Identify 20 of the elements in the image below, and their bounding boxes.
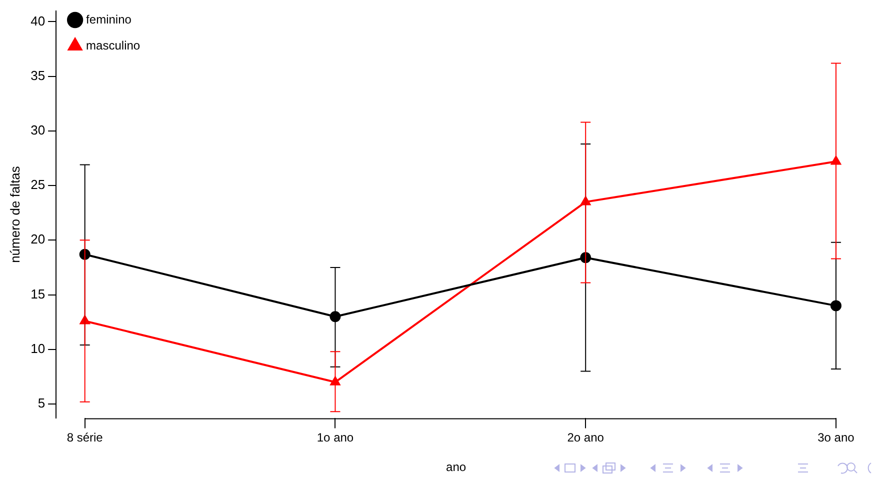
y-tick-label: 40: [30, 13, 46, 28]
x-tick-label: 2o ano: [567, 430, 604, 445]
y-tick-label: 5: [38, 396, 46, 411]
y-tick-label: 30: [30, 122, 46, 138]
x-tick-label: 1o ano: [316, 430, 354, 445]
x-axis-title: ano: [446, 460, 466, 474]
legend-label: masculino: [86, 38, 140, 52]
legend-label: feminino: [86, 12, 132, 26]
y-tick-label: 10: [30, 340, 46, 356]
x-tick-label: 3o ano: [818, 430, 855, 445]
point: [330, 311, 341, 322]
point: [830, 300, 842, 312]
y-tick-label: 25: [30, 177, 46, 192]
point: [330, 376, 340, 386]
y-axis-title: número de faltas: [7, 166, 22, 263]
y-tick-label: 20: [30, 232, 46, 247]
x-tick-label: 8 série: [66, 430, 104, 445]
y-tick-label: 15: [30, 286, 46, 302]
y-tick-label: 35: [30, 68, 46, 83]
point: [831, 156, 841, 165]
